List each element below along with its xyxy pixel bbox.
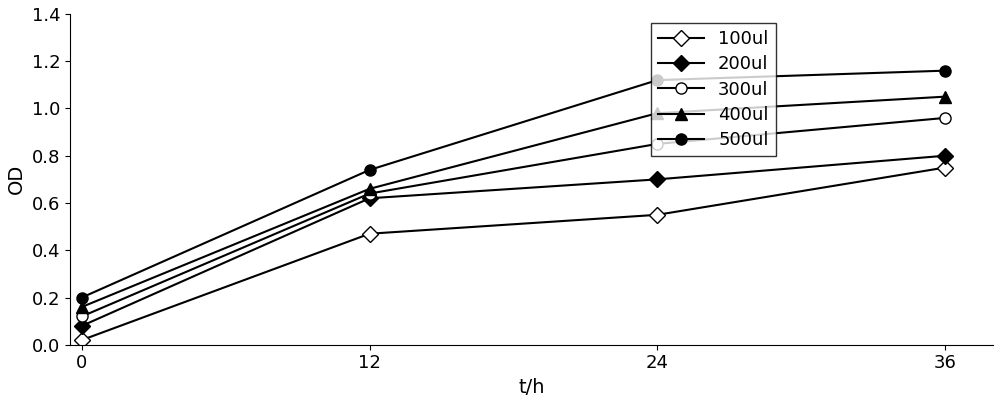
100ul [651,213,663,217]
Legend: 100ul, 200ul, 300ul, 400ul, 500ul: 100ul, 200ul, 300ul, 400ul, 500ul [651,23,776,156]
400ul [76,305,88,309]
Y-axis label: OD: OD [7,164,26,194]
500ul [76,295,88,300]
200ul [364,196,376,201]
400ul [364,186,376,191]
200ul [651,177,663,182]
X-axis label: t/h: t/h [518,378,545,397]
300ul [364,191,376,196]
500ul [939,68,951,73]
300ul [651,141,663,146]
100ul [364,231,376,236]
500ul [364,168,376,173]
200ul [76,324,88,328]
Line: 100ul: 100ul [76,162,951,345]
100ul [76,338,88,343]
Line: 400ul: 400ul [76,91,951,313]
200ul [939,153,951,158]
Line: 300ul: 300ul [76,112,951,322]
400ul [939,94,951,99]
100ul [939,165,951,170]
300ul [939,116,951,120]
Line: 500ul: 500ul [76,65,951,303]
Line: 200ul: 200ul [76,150,951,331]
300ul [76,314,88,319]
400ul [651,111,663,116]
500ul [651,78,663,82]
